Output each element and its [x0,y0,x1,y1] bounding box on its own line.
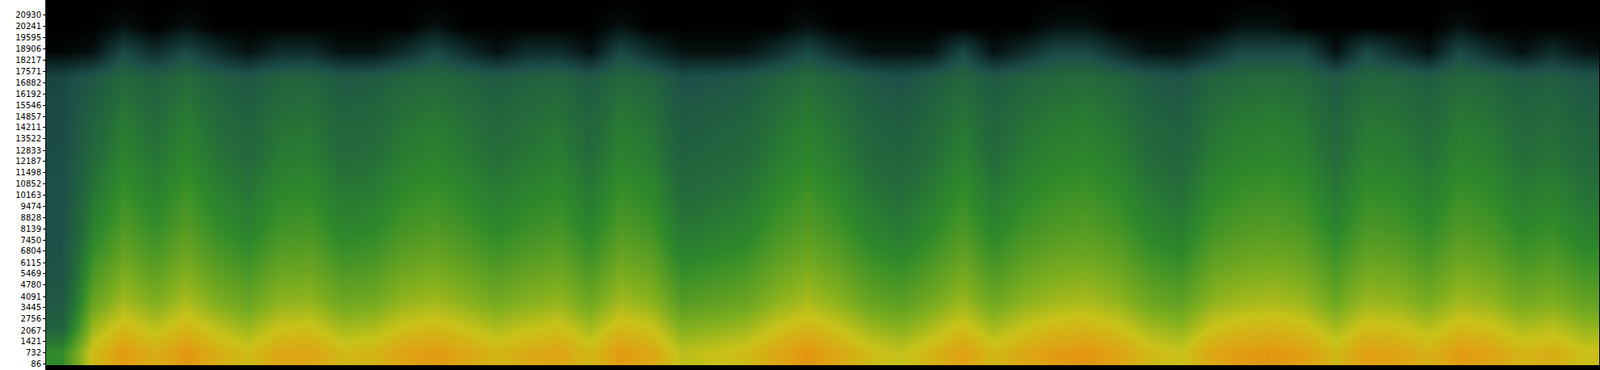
svg-text:13522: 13522 [15,134,42,144]
svg-text:86: 86 [30,359,42,369]
svg-text:3445: 3445 [21,303,42,313]
svg-text:18906: 18906 [15,44,42,54]
svg-text:11498: 11498 [15,168,42,178]
svg-text:12187: 12187 [15,156,42,166]
svg-text:20241: 20241 [15,21,42,31]
svg-text:16192: 16192 [15,89,42,99]
svg-text:19595: 19595 [15,33,42,43]
svg-text:18217: 18217 [15,55,42,65]
svg-text:14857: 14857 [15,112,42,122]
svg-text:8139: 8139 [21,224,42,234]
svg-text:20930: 20930 [15,10,42,20]
svg-text:16882: 16882 [15,78,42,88]
svg-text:732: 732 [25,348,42,358]
svg-text:6804: 6804 [21,246,42,256]
svg-text:8828: 8828 [21,213,42,223]
svg-text:7450: 7450 [21,236,42,246]
svg-text:14211: 14211 [15,122,42,132]
svg-text:6115: 6115 [21,258,42,268]
svg-text:17571: 17571 [15,67,42,77]
svg-text:10852: 10852 [15,179,42,189]
svg-text:1421: 1421 [21,337,42,347]
svg-text:4780: 4780 [21,280,42,290]
svg-text:2756: 2756 [21,314,42,324]
svg-text:12833: 12833 [15,146,42,156]
svg-text:5469: 5469 [21,269,42,279]
svg-text:9474: 9474 [21,202,42,212]
svg-text:15546: 15546 [15,101,42,111]
svg-text:10163: 10163 [15,190,42,200]
svg-text:2067: 2067 [21,326,42,336]
svg-text:4091: 4091 [21,292,42,302]
